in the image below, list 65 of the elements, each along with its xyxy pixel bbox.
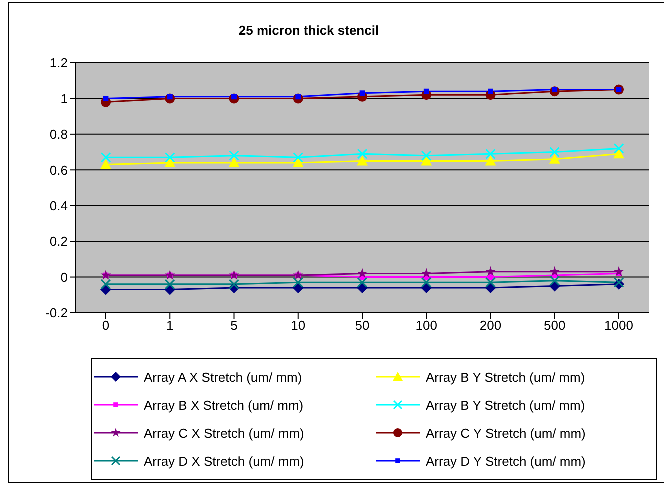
point — [100, 159, 112, 170]
x-tick-label: 500 — [544, 318, 566, 334]
point — [550, 147, 560, 158]
point — [229, 150, 240, 162]
point — [421, 150, 432, 162]
point — [293, 270, 304, 280]
x-tick-label: 1 — [166, 318, 174, 334]
point — [357, 268, 368, 278]
x-tick-label: 5 — [230, 318, 238, 334]
chart-title: 25 micron thick stencil — [238, 23, 380, 38]
x-tick-label: 100 — [416, 318, 438, 334]
point — [357, 148, 368, 160]
point — [486, 266, 496, 276]
point — [229, 270, 240, 280]
legend-label: Array B Y Stretch (um/ mm) — [426, 370, 586, 384]
x-tick-label: 10 — [291, 318, 306, 334]
point — [292, 158, 304, 168]
point — [293, 152, 304, 163]
point — [164, 270, 176, 280]
y-tick-label: 0.4 — [50, 198, 68, 214]
y-tick-label: 0.2 — [50, 234, 68, 250]
legend-label: Array C X Stretch (um/ mm) — [144, 426, 304, 440]
x-tick-label: 1000 — [604, 318, 634, 334]
point — [549, 154, 560, 164]
point — [424, 88, 430, 94]
point — [228, 158, 240, 168]
x-tick-label: 0 — [102, 318, 110, 334]
point — [486, 148, 496, 160]
point — [550, 266, 560, 276]
x-tick-label: 50 — [355, 318, 370, 334]
point — [100, 279, 112, 290]
point — [293, 277, 304, 288]
point — [103, 96, 109, 102]
point — [421, 268, 432, 278]
point — [488, 88, 494, 94]
point — [421, 277, 432, 288]
point — [164, 279, 176, 290]
point — [614, 148, 624, 159]
y-tick-label: -0.2 — [46, 306, 68, 321]
point — [100, 270, 112, 280]
legend-label: Array B X Stretch (um/ mm) — [144, 398, 304, 412]
point — [100, 152, 112, 163]
y-tick-label: 1.2 — [50, 56, 68, 71]
x-tick-label: 200 — [480, 318, 502, 334]
point — [357, 156, 368, 166]
legend-label: Array B Y Stretch (um/ mm) — [426, 398, 586, 412]
point — [614, 266, 624, 276]
point — [357, 277, 368, 288]
legend-label: Array A X Stretch (um/ mm) — [144, 370, 302, 384]
y-tick-label: 0.6 — [50, 162, 68, 178]
point — [164, 152, 176, 163]
y-tick-label: 0.8 — [50, 127, 68, 142]
y-tick-label: 1 — [60, 91, 68, 106]
point — [550, 276, 560, 286]
point — [485, 156, 496, 166]
point — [360, 90, 366, 96]
point — [614, 143, 624, 154]
y-tick-label: 0 — [60, 270, 68, 285]
legend-label: Array C Y Stretch (um/ mm) — [426, 426, 586, 440]
point — [421, 156, 432, 166]
point — [164, 158, 176, 168]
point — [229, 279, 240, 290]
legend-label: Array D Y Stretch (um/ mm) — [426, 454, 586, 468]
point — [486, 277, 496, 288]
legend-label: Array D X Stretch (um/ mm) — [144, 454, 304, 468]
